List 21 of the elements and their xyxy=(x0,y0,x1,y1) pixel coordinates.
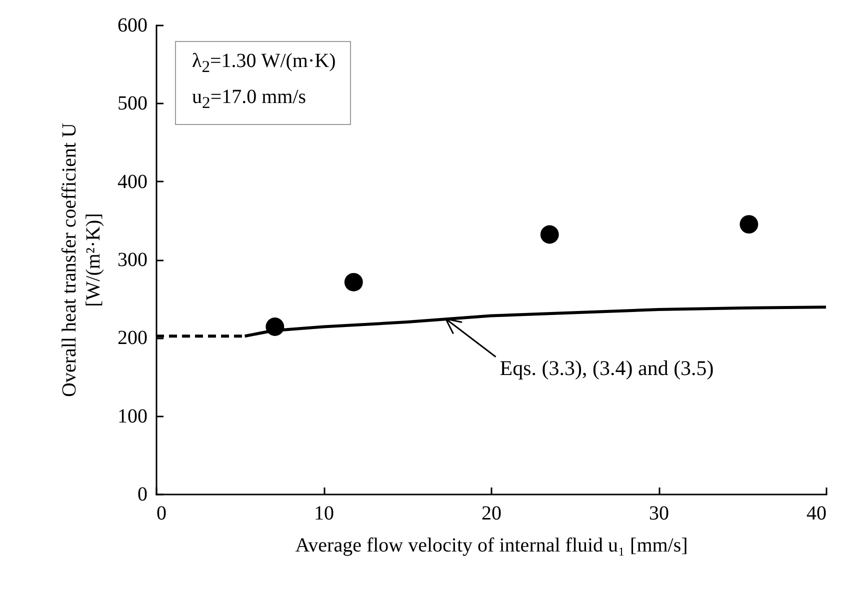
y-tick-label: 300 xyxy=(118,249,148,271)
x-tick-label: 30 xyxy=(649,502,669,524)
y-tick-label: 500 xyxy=(118,92,148,115)
y-tick-label: 600 xyxy=(118,14,148,36)
point xyxy=(740,215,758,234)
y-tick-label: 100 xyxy=(118,405,148,428)
x-tick-label: 0 xyxy=(156,502,166,524)
annotation: Eqs. (3.3), (3.4) and (3.5) xyxy=(500,356,714,380)
x-tick-label: 40 xyxy=(806,502,826,524)
annotation: λ$_{2}$=1.30 W/(m·K) xyxy=(192,49,336,78)
annotation: u$_{2}$=17.0 mm/s xyxy=(192,85,308,114)
point xyxy=(540,225,559,244)
y-axis-title: Overall heat transfer coefficient U [W/(m²·K)] xyxy=(58,122,104,397)
text-box: λ$_{2}$=1.30 W/(m·K) u$_{2}$=17.0 mm/s xyxy=(175,41,351,125)
point xyxy=(344,272,363,292)
x-tick-label: 20 xyxy=(482,502,502,524)
x-axis-title: Average flow velocity of internal fluid u₁ [mm/s] xyxy=(295,534,688,556)
y-tick-label: 0 xyxy=(138,484,148,506)
y-tick-label: 400 xyxy=(118,170,148,193)
x-tick-label: 10 xyxy=(314,502,334,524)
y-tick-label: 200 xyxy=(118,327,148,350)
